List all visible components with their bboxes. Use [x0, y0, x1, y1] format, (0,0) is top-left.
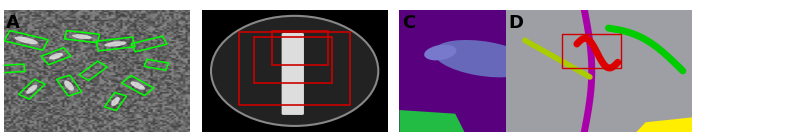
Bar	[122, 75, 154, 96]
Polygon shape	[552, 120, 585, 132]
Bar	[41, 48, 71, 65]
Bar	[144, 59, 168, 70]
Ellipse shape	[131, 81, 145, 90]
Bar	[18, 79, 45, 99]
Bar	[96, 37, 135, 51]
Polygon shape	[399, 110, 464, 132]
Bar	[79, 61, 108, 81]
Text: A: A	[6, 14, 21, 32]
Polygon shape	[637, 117, 692, 132]
Bar	[239, 32, 350, 105]
Bar	[272, 31, 328, 65]
Bar	[4, 31, 48, 50]
Ellipse shape	[26, 85, 37, 94]
Ellipse shape	[49, 53, 63, 59]
Ellipse shape	[112, 97, 119, 106]
Ellipse shape	[424, 45, 456, 60]
Circle shape	[211, 16, 378, 126]
Bar	[254, 37, 332, 83]
Bar	[562, 34, 622, 68]
Bar	[64, 31, 100, 43]
Bar	[56, 75, 81, 96]
Text: C: C	[402, 14, 415, 32]
Text: B: B	[204, 14, 218, 32]
Bar	[131, 36, 167, 52]
Ellipse shape	[64, 80, 74, 91]
Ellipse shape	[72, 34, 92, 39]
FancyBboxPatch shape	[282, 33, 304, 115]
Text: D: D	[509, 14, 524, 32]
Ellipse shape	[104, 41, 127, 47]
Ellipse shape	[15, 37, 38, 44]
Ellipse shape	[433, 40, 533, 77]
Bar	[2, 64, 25, 73]
Bar	[104, 92, 127, 111]
